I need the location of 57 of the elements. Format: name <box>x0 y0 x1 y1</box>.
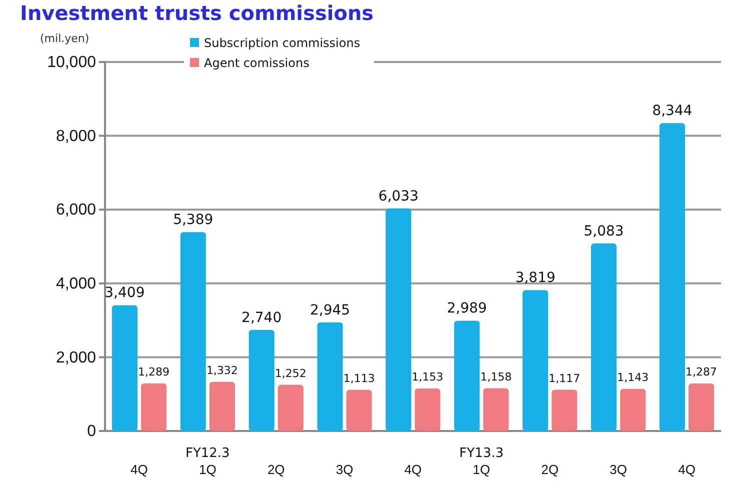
x-tick-label: 1Q <box>472 462 490 478</box>
legend-label: Subscription commissions <box>204 36 360 50</box>
x-tick-label: 2Q <box>267 462 285 478</box>
y-tick-label: 2,000 <box>56 349 96 366</box>
data-label: 2,989 <box>446 300 487 317</box>
bar <box>140 383 167 431</box>
data-label: 1,287 <box>686 366 718 379</box>
x-tick-label: 2Q <box>541 462 559 478</box>
data-label: 2,945 <box>310 302 350 318</box>
bar <box>620 388 646 431</box>
data-label: 1,153 <box>412 370 444 384</box>
x-tick-label: 4Q <box>404 462 422 478</box>
bar <box>248 330 274 431</box>
x-tick-label: 3Q <box>610 462 628 478</box>
x-tick-label: 4Q <box>678 462 696 478</box>
data-label: 2,740 <box>242 310 282 326</box>
text: FY13.3 <box>459 446 504 461</box>
data-label: 1,158 <box>480 370 512 384</box>
y-tick-label: 6,000 <box>56 202 96 219</box>
bar <box>346 390 372 431</box>
y-axis-title: (mil.yen) <box>40 32 90 45</box>
bar <box>317 322 343 431</box>
x-tick-label: 4Q <box>130 462 148 478</box>
bar <box>688 384 714 431</box>
y-tick-label: 10,000 <box>47 54 96 72</box>
legend-label: Agent comissions <box>204 56 310 70</box>
data-label: 1,143 <box>617 370 649 384</box>
x-tick-label: 1Q <box>198 462 216 478</box>
bar <box>552 390 578 431</box>
data-label: 6,033 <box>378 188 419 204</box>
bar <box>483 388 509 431</box>
bar <box>112 305 138 431</box>
data-label: 1,252 <box>274 366 306 380</box>
text: FY12.3 <box>185 446 230 461</box>
bar <box>591 243 617 431</box>
bar <box>386 208 412 431</box>
data-label: 1,332 <box>206 364 238 377</box>
data-label: 1,289 <box>138 365 170 378</box>
x-tick-label: 3Q <box>336 462 354 478</box>
y-tick-label: 8,000 <box>56 128 96 145</box>
data-label: 8,344 <box>652 103 692 120</box>
bar <box>278 384 304 431</box>
bar <box>209 382 235 431</box>
data-label: 5,083 <box>584 223 624 240</box>
bar <box>414 388 440 431</box>
data-label: 5,389 <box>173 212 214 228</box>
data-label: 3,409 <box>104 285 145 302</box>
bar <box>180 232 206 431</box>
bar <box>454 320 480 431</box>
y-tick-label: 4,000 <box>56 276 96 293</box>
data-label: 1,113 <box>343 372 375 385</box>
bar <box>659 123 686 431</box>
data-label: 1,117 <box>548 372 580 385</box>
data-label: 3,819 <box>515 270 556 286</box>
chart-title: Investment trusts commissions <box>20 1 374 25</box>
bar <box>522 290 548 431</box>
y-tick-label: 0 <box>87 423 96 440</box>
